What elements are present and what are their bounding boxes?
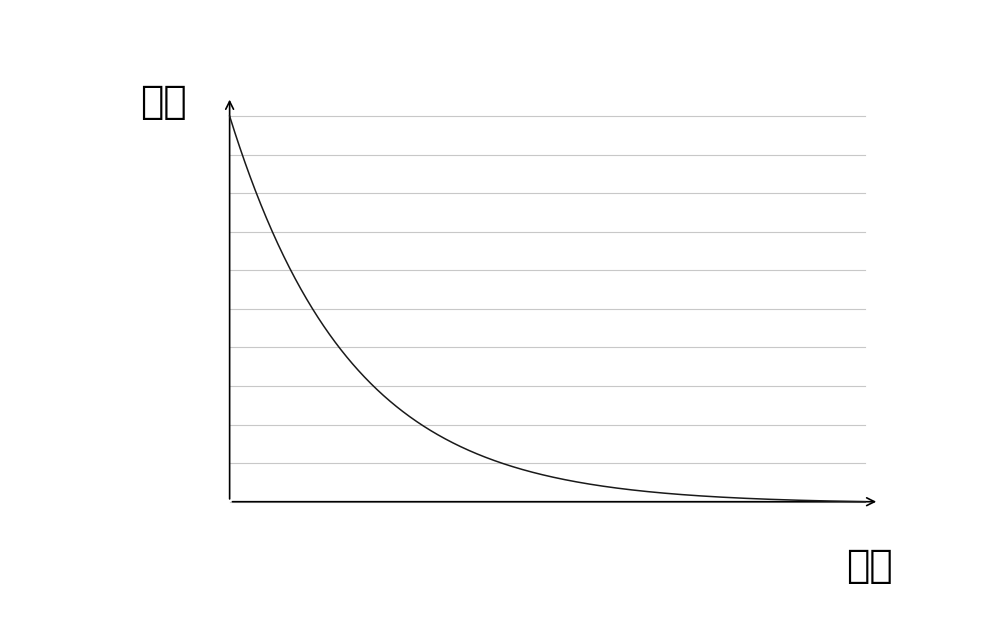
Text: 脉冲: 脉冲 — [140, 83, 187, 121]
Text: 温度: 温度 — [846, 548, 892, 585]
